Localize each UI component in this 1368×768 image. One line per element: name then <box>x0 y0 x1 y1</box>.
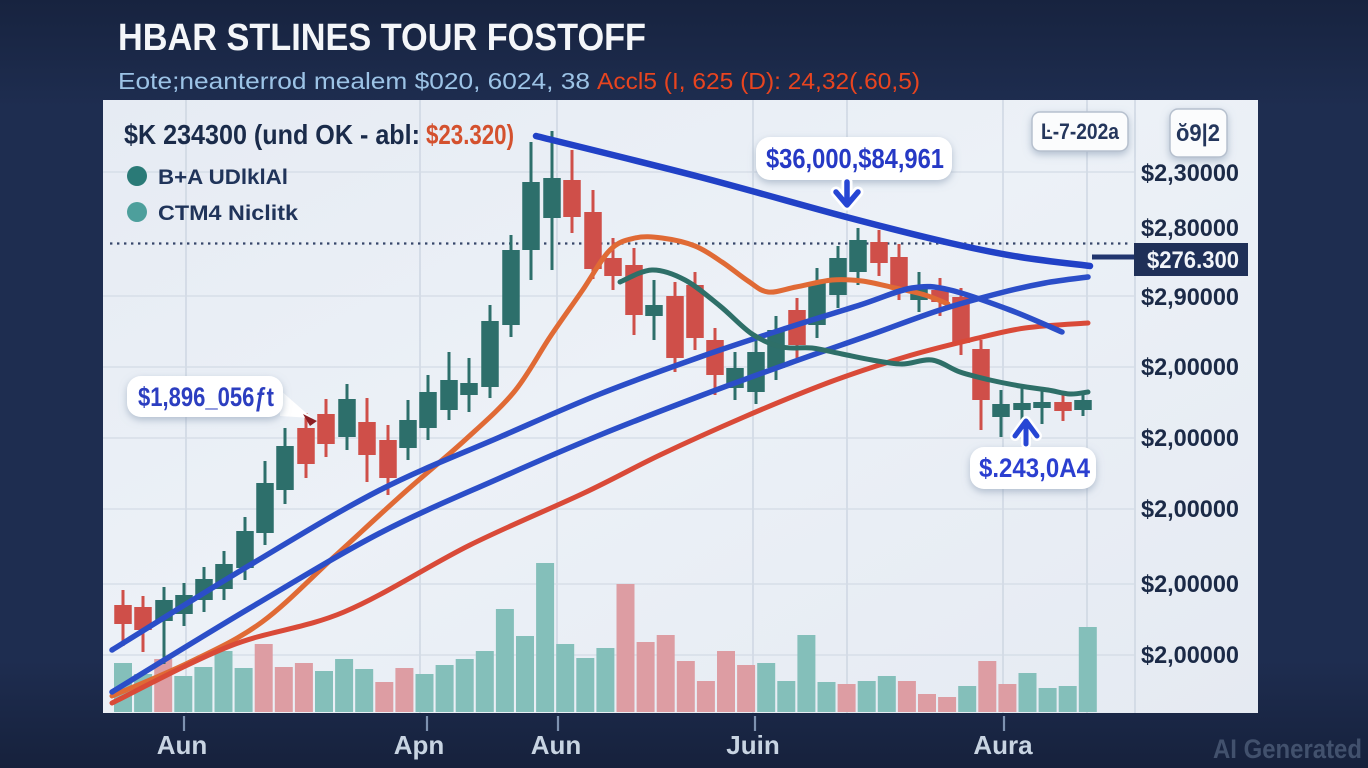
svg-text:$2,00000: $2,00000 <box>1141 571 1239 598</box>
svg-text:Juin: Juin <box>726 730 779 760</box>
svg-text:$36,000,$84,961: $36,000,$84,961 <box>766 143 944 174</box>
svg-text:HBAR STLINES TOUR FOSTOFF: HBAR STLINES TOUR FOSTOFF <box>118 17 646 59</box>
svg-text:Accl5 (I, 625 (D): 24,32(.60,5: Accl5 (I, 625 (D): 24,32(.60,5) <box>597 68 920 94</box>
svg-text:$276.300: $276.300 <box>1147 247 1239 274</box>
svg-text:$1,896_056ƒt: $1,896_056ƒt <box>138 382 274 412</box>
svg-text:Aura: Aura <box>973 730 1033 760</box>
svg-text:$2,00000: $2,00000 <box>1141 496 1239 523</box>
svg-text:ŏ9|2: ŏ9|2 <box>1176 120 1220 147</box>
svg-text:Eote;neanterrod mealem $020, 6: Eote;neanterrod mealem $020, 6024, 38 <box>118 68 590 94</box>
svg-text:Aun: Aun <box>157 730 208 760</box>
svg-text:Ŀ-7-202a: Ŀ-7-202a <box>1041 119 1120 144</box>
svg-text:$2,30000: $2,30000 <box>1141 160 1239 187</box>
svg-text:$2,00000: $2,00000 <box>1141 642 1239 669</box>
svg-text:CTM4 Niclitk: CTM4 Niclitk <box>158 202 298 225</box>
svg-text:$23.320): $23.320) <box>426 119 514 150</box>
svg-text:$2,00000: $2,00000 <box>1141 425 1239 452</box>
svg-text:$K 234300 (und OK - abl:: $K 234300 (und OK - abl: <box>124 119 420 150</box>
svg-text:$.243,0A4: $.243,0A4 <box>979 453 1090 483</box>
svg-text:$2,00000: $2,00000 <box>1141 354 1239 381</box>
svg-text:Aun: Aun <box>531 730 582 760</box>
svg-text:$2,90000: $2,90000 <box>1141 284 1239 311</box>
svg-text:Apn: Apn <box>394 730 445 760</box>
svg-text:$2,80000: $2,80000 <box>1141 215 1239 242</box>
svg-text:B+A UDlklAl: B+A UDlklAl <box>158 166 288 189</box>
svg-text:AI Generated: AI Generated <box>1213 734 1362 764</box>
